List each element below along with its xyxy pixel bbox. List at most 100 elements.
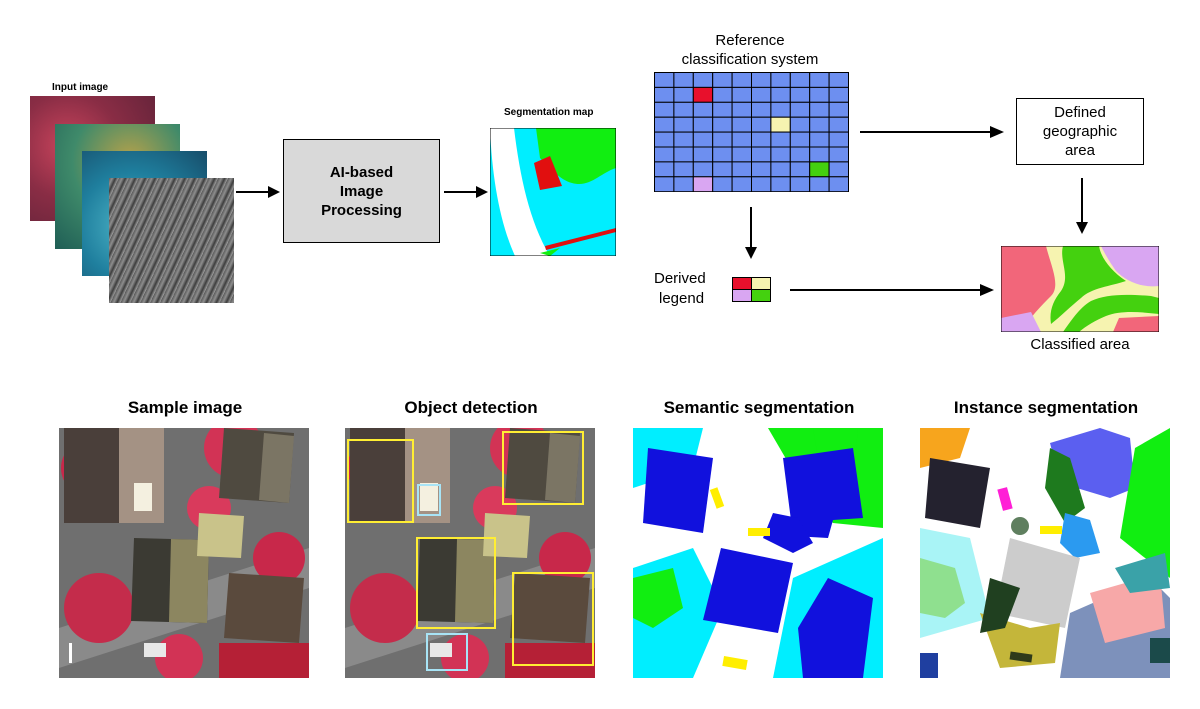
reference-label-line2: classification system [681,51,819,68]
grid-cell [673,176,694,192]
grid-cell [751,86,772,103]
arrow-right-icon [444,186,488,198]
instance-segmentation-title: Instance segmentation [953,398,1139,417]
grid-cell [789,161,811,178]
grid-cell [712,101,733,118]
grid-cell [673,72,694,88]
grid-cell [789,131,811,148]
grid-cell [770,72,791,88]
grid-cell [654,176,675,192]
grid-cell [828,161,849,178]
geographic-area-box: Defined geographic area [1016,98,1144,165]
grid-cell [731,161,752,178]
grid-cell [809,176,830,192]
input-image-band-4 [109,178,234,303]
grid-cell [770,116,791,133]
grid-cell [731,131,752,148]
grid-cell [654,131,675,148]
grid-cell [731,116,752,133]
grid-cell [770,131,791,148]
grid-cell [751,176,772,192]
grid-cell [692,101,714,118]
grid-cell [751,146,772,163]
sample-image-title: Sample image [127,398,243,417]
grid-cell [712,131,733,148]
grid-cell [828,101,849,118]
grid-cell [751,116,772,133]
grid-cell [770,101,791,118]
object-detection-title: Object detection [404,398,538,417]
grid-cell [673,146,694,163]
grid-cell [828,176,849,192]
derived-legend-label-line1: Derived [654,270,706,287]
grid-cell [789,101,811,118]
grid-cell [809,146,830,163]
reference-label-line1: Reference [715,32,785,49]
grid-cell [828,116,849,133]
grid-cell [770,176,791,192]
grid-cell [673,131,694,148]
grid-cell [809,161,830,178]
arrow-down-icon [1076,178,1088,234]
grid-cell [731,176,752,192]
grid-cell [654,72,675,88]
grid-cell [828,146,849,163]
grid-cell [673,161,694,178]
grid-cell [751,131,772,148]
grid-cell [692,176,714,192]
grid-cell [654,116,675,133]
grid-cell [712,146,733,163]
semantic-segmentation-image [633,428,883,678]
grid-cell [731,72,752,88]
grid-cell [731,146,752,163]
grid-cell [809,101,830,118]
grid-cell [789,72,811,88]
grid-cell [654,101,675,118]
object-detection-image [345,428,595,678]
grid-cell [809,131,830,148]
grid-cell [692,131,714,148]
grid-cell [751,101,772,118]
grid-cell [673,116,694,133]
grid-cell [789,86,811,103]
arrow-right-icon [790,284,994,296]
grid-cell [789,146,811,163]
grid-cell [692,86,714,103]
grid-cell [751,161,772,178]
instance-segmentation-image [920,428,1170,678]
grid-cell [654,146,675,163]
grid-cell [712,176,733,192]
grid-cell [828,86,849,103]
derived-legend-swatches [732,277,771,302]
grid-cell [712,72,733,88]
grid-cell [654,86,675,103]
derived-legend-label-line2: legend [659,290,705,307]
grid-cell [770,161,791,178]
grid-cell [712,86,733,103]
arrow-down-icon [745,207,757,259]
grid-cell [809,86,830,103]
classified-area-label: Classified area [1030,336,1130,353]
grid-cell [712,116,733,133]
arrow-right-icon [236,186,280,198]
grid-cell [673,101,694,118]
grid-cell [809,72,830,88]
reference-classification-grid [654,72,849,192]
segmentation-map-label: Segmentation map [504,107,594,118]
grid-cell [770,86,791,103]
grid-cell [673,86,694,103]
grid-cell [828,72,849,88]
grid-cell [751,72,772,88]
grid-cell [654,161,675,178]
ai-processing-box: AI-based Image Processing [283,139,440,243]
input-image-label: Input image [52,82,109,93]
grid-cell [731,101,752,118]
grid-cell [809,116,830,133]
grid-cell [692,146,714,163]
sample-image [59,428,309,678]
grid-cell [731,86,752,103]
grid-cell [828,131,849,148]
grid-cell [770,146,791,163]
grid-cell [692,72,714,88]
grid-cell [692,161,714,178]
